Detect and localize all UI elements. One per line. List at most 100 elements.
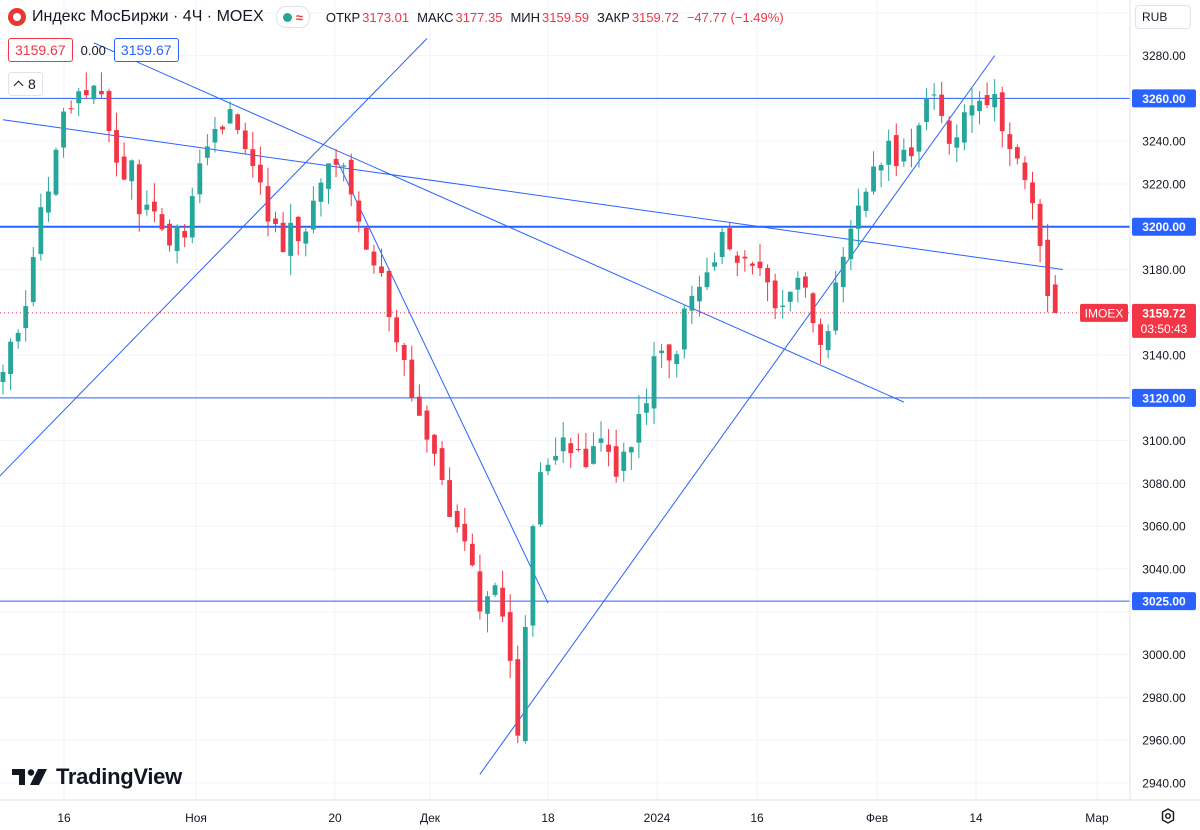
time-tick-label: 16: [750, 811, 764, 825]
candle-up: [545, 464, 551, 472]
candle-down: [363, 227, 369, 250]
candle-down: [462, 523, 468, 542]
candle-up: [681, 308, 687, 350]
candle-down: [295, 216, 301, 242]
candle-up: [212, 128, 218, 143]
candle-down: [984, 95, 990, 106]
candle-down: [152, 201, 157, 212]
candle-down: [416, 396, 422, 416]
candle-up: [840, 256, 846, 288]
time-tick-label: 18: [541, 811, 555, 825]
candle-down: [68, 108, 74, 110]
price-tick-label: 3080.00: [1142, 477, 1186, 491]
time-tick-label: Фев: [866, 811, 888, 825]
symbol-title[interactable]: Индекс МосБиржи · 4Ч · MOEX: [32, 8, 264, 25]
candle-down: [424, 410, 430, 440]
candle-down: [371, 251, 377, 266]
candle-down: [477, 571, 483, 612]
candle-down: [909, 147, 914, 157]
candle-up: [689, 295, 695, 311]
currency-selector[interactable]: RUB: [1135, 5, 1191, 29]
candle-down: [803, 276, 808, 288]
candle-down: [772, 280, 778, 309]
chart-grid: [0, 0, 1130, 800]
candles: [0, 72, 1058, 744]
candle-up: [318, 182, 324, 202]
candle-up: [787, 291, 793, 302]
price-axis-background: [1130, 0, 1200, 830]
level-label: 3120.00: [1142, 391, 1186, 405]
price-tick-label: 2980.00: [1142, 691, 1186, 705]
bid-ask-row: 3159.67 0.00 3159.67: [8, 38, 179, 62]
open-label: ОТКР: [325, 9, 361, 25]
candle-up: [485, 596, 490, 614]
current-price-label: 3159.72: [1142, 306, 1186, 320]
price-tick-label: 3060.00: [1142, 520, 1186, 534]
indicators-toggle-button[interactable]: 8: [8, 72, 43, 96]
horizontal-levels: [0, 97, 1130, 602]
candle-up: [704, 272, 710, 288]
candle-down: [1022, 162, 1028, 181]
symbol-logo-icon: [8, 8, 26, 26]
price-tick-label: 3180.00: [1142, 263, 1186, 277]
candle-down: [575, 449, 581, 451]
time-tick-label: 14: [969, 811, 983, 825]
candle-up: [8, 341, 13, 375]
level-label-background: [1132, 217, 1196, 236]
sell-price-button[interactable]: 3159.67: [8, 38, 73, 62]
tradingview-watermark[interactable]: TradingView: [12, 764, 182, 790]
candle-down: [333, 158, 339, 165]
candle-down: [250, 149, 256, 167]
high-value: 3177.35: [455, 9, 503, 25]
chart-settings-button[interactable]: [1158, 806, 1178, 826]
candle-down: [666, 344, 672, 361]
level-label-background: [1132, 89, 1196, 108]
low-value: 3159.59: [542, 9, 590, 25]
candle-down: [99, 90, 104, 95]
candle-down: [106, 91, 112, 131]
candle-up: [303, 231, 309, 244]
indicators-count: 8: [28, 76, 36, 92]
current-symbol-tag: IMOEX: [1085, 306, 1124, 320]
candle-down: [1007, 134, 1013, 150]
candle-up: [901, 149, 907, 162]
market-status-pill[interactable]: ≈: [275, 6, 310, 28]
candle-up: [636, 413, 642, 443]
candle-up: [530, 526, 536, 626]
candle-down: [810, 293, 816, 324]
market-open-icon: [282, 12, 292, 22]
data-wave-icon: ≈: [295, 9, 303, 25]
price-axis: 3260.00 3200.00 3120.00 3025.00 2940.00 2960.…: [1080, 0, 1200, 830]
candle-down: [1045, 239, 1051, 296]
candle-down: [394, 317, 400, 343]
candle-up: [931, 94, 937, 96]
candle-up: [916, 125, 922, 152]
candle-up: [53, 149, 59, 195]
level-label: 3200.00: [1142, 220, 1186, 234]
candle-down: [121, 156, 127, 180]
candle-down: [409, 359, 415, 398]
candle-up: [227, 109, 233, 124]
candle-up: [697, 286, 702, 302]
candle-down: [765, 267, 770, 283]
candle-up: [659, 350, 664, 354]
buy-price-button[interactable]: 3159.67: [113, 38, 179, 62]
candle-up: [310, 200, 316, 230]
candle-down: [432, 434, 437, 454]
candle-down: [893, 135, 899, 167]
close-value: 3159.72: [631, 9, 679, 25]
candle-down: [454, 510, 460, 528]
level-label-background: [1132, 388, 1196, 407]
price-tick-label: 3100.00: [1142, 434, 1186, 448]
candle-up: [621, 451, 627, 472]
low-label: МИН: [510, 9, 541, 25]
close-label: ЗАКР: [597, 9, 630, 25]
candle-up: [795, 277, 801, 290]
candle-down: [515, 659, 521, 736]
spread-value: 0.00: [80, 42, 106, 58]
candle-up: [924, 98, 929, 123]
time-tick-label: Дек: [420, 811, 441, 825]
candle-up: [76, 91, 82, 104]
candle-down: [1037, 203, 1043, 246]
